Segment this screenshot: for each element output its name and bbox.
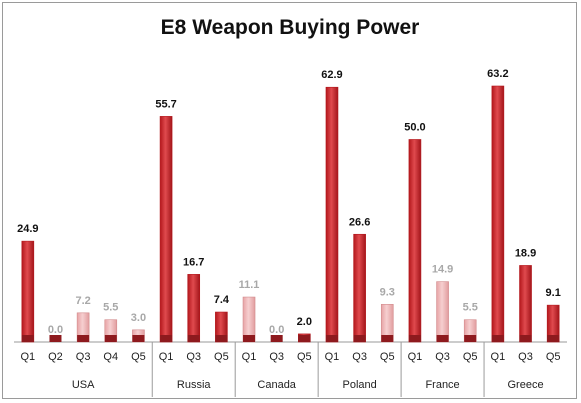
data-label: 5.5 [103, 302, 118, 314]
data-label: 5.5 [463, 302, 478, 314]
group-label: USA [72, 379, 95, 391]
data-label: 2.0 [297, 316, 312, 328]
data-label: 9.1 [546, 287, 561, 299]
data-label: 26.6 [349, 216, 370, 228]
bar-greece-q1 [491, 85, 505, 343]
bar-base-france-q5 [464, 335, 477, 342]
plot-area: 24.9 Q1 0.0 Q2 7.2 Q3 5.5 Q4 3.0 Q5 USA 55.7 Q1 16.7 Q… [14, 68, 567, 397]
data-label: 0.0 [48, 324, 63, 336]
data-label: 62.9 [321, 69, 342, 81]
x-tick-label: Q5 [546, 351, 561, 363]
x-tick-label: Q1 [325, 351, 340, 363]
bar-base-canada-q1 [243, 335, 256, 342]
bar-base-usa-q1 [21, 335, 34, 342]
chart-title: E8 Weapon Buying Power [161, 16, 420, 39]
x-tick-label: Q3 [186, 351, 201, 363]
bar-base-greece-q3 [519, 335, 532, 342]
x-tick-label: Q1 [491, 351, 506, 363]
data-label: 18.9 [515, 247, 536, 259]
bar-base-greece-q1 [491, 335, 504, 342]
x-tick-label: Q5 [463, 351, 478, 363]
bar-base-usa-q5 [132, 335, 145, 342]
bar-poland-q1 [325, 86, 339, 343]
bar-base-france-q3 [436, 335, 449, 342]
bar-base-usa-q3 [77, 335, 90, 342]
bar-base-canada-q5 [298, 335, 311, 342]
chart-frame [2, 2, 577, 399]
data-label: 9.3 [380, 286, 395, 298]
bar-base-france-q1 [408, 335, 421, 342]
group-label: Canada [257, 379, 296, 391]
bar-france-q3 [436, 281, 449, 343]
data-label: 16.7 [183, 256, 204, 268]
data-label: 11.1 [239, 279, 260, 291]
bar-russia-q3 [187, 274, 201, 343]
bar-greece-q3 [519, 265, 532, 343]
x-tick-label: Q3 [352, 351, 367, 363]
bar-base-russia-q3 [187, 335, 200, 342]
x-tick-label: Q1 [242, 351, 257, 363]
x-tick-label: Q4 [103, 351, 118, 363]
data-label: 50.0 [404, 121, 425, 133]
bar-base-usa-q2 [49, 335, 62, 342]
data-label: 0.0 [269, 324, 284, 336]
bar-france-q1 [408, 139, 422, 343]
bar-base-canada-q3 [270, 335, 283, 342]
x-tick-label: Q2 [48, 351, 63, 363]
x-tick-label: Q5 [131, 351, 146, 363]
bar-base-poland-q3 [353, 335, 366, 342]
data-label: 3.0 [131, 312, 146, 324]
x-tick-label: Q1 [408, 351, 423, 363]
bar-base-russia-q5 [215, 335, 228, 342]
x-tick-label: Q3 [76, 351, 91, 363]
data-label: 7.4 [214, 294, 230, 306]
x-tick-label: Q3 [269, 351, 284, 363]
bar-base-greece-q5 [547, 335, 560, 342]
x-tick-label: Q3 [435, 351, 450, 363]
data-label: 55.7 [155, 98, 176, 110]
bar-poland-q3 [353, 233, 366, 343]
bar-base-russia-q1 [160, 335, 173, 342]
x-tick-label: Q1 [20, 351, 35, 363]
x-tick-label: Q5 [297, 351, 312, 363]
group-label: Poland [342, 379, 376, 391]
data-label: 14.9 [432, 264, 453, 276]
data-label: 63.2 [487, 68, 508, 80]
x-tick-label: Q5 [380, 351, 395, 363]
x-tick-label: Q3 [518, 351, 533, 363]
bar-russia-q1 [159, 116, 173, 343]
x-tick-label: Q1 [159, 351, 174, 363]
x-tick-label: Q5 [214, 351, 229, 363]
group-label: France [425, 379, 459, 391]
bar-base-poland-q1 [325, 335, 338, 342]
data-label: 7.2 [75, 295, 90, 307]
bar-base-usa-q4 [104, 335, 117, 342]
bar-usa-q1 [21, 240, 35, 343]
group-label: Russia [177, 379, 212, 391]
bar-base-poland-q5 [381, 335, 394, 342]
data-label: 24.9 [17, 223, 38, 235]
group-label: Greece [507, 379, 543, 391]
